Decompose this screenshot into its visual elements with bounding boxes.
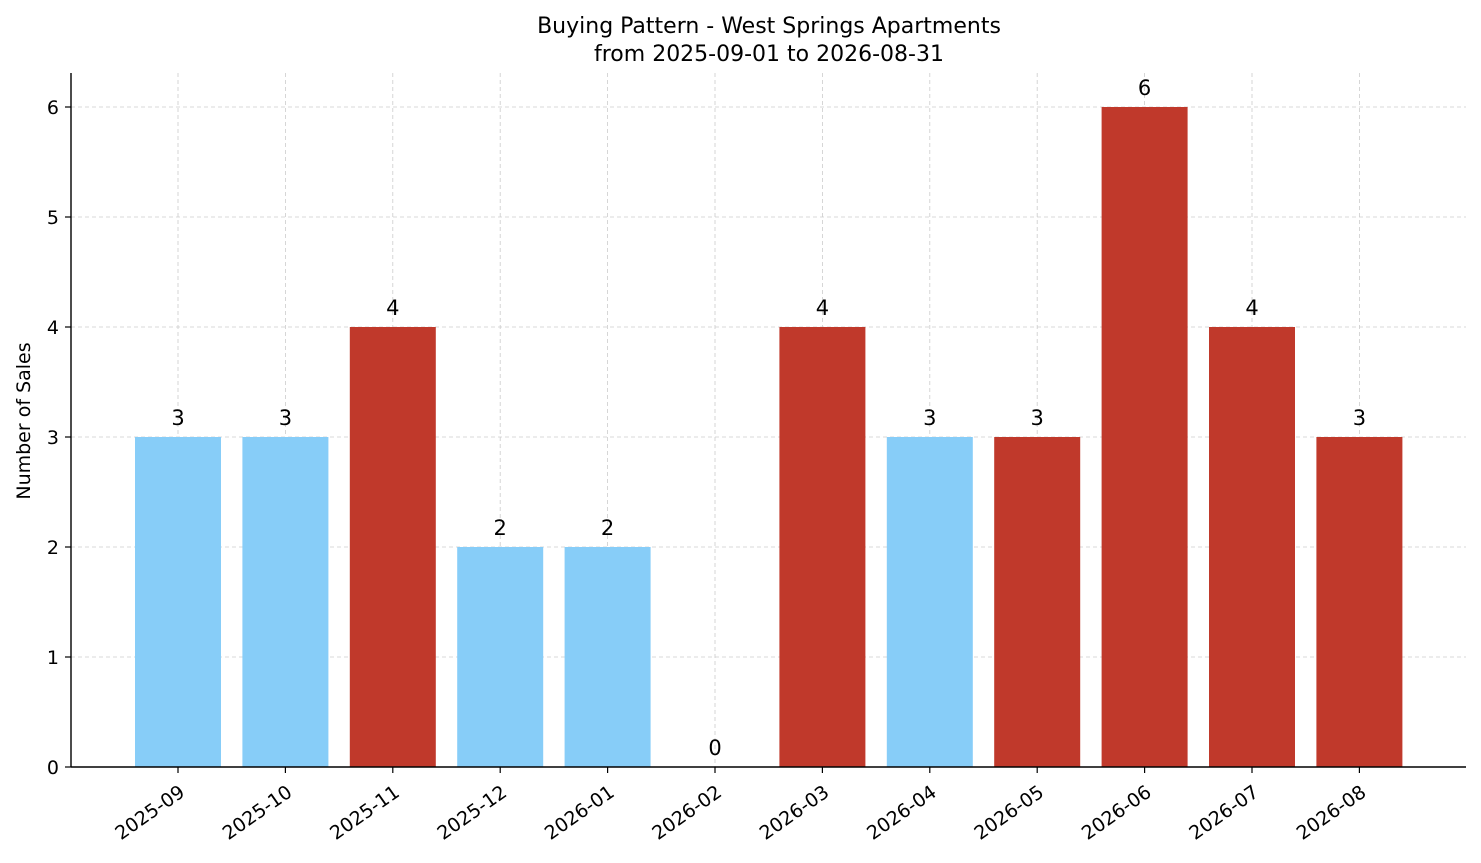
bar-2025-09 [135, 437, 221, 767]
axes [70, 73, 1466, 768]
bar-2026-06 [1101, 107, 1188, 767]
data-label: 3 [923, 406, 936, 430]
data-label: 3 [1353, 406, 1366, 430]
data-label: 4 [386, 296, 399, 320]
data-label: 2 [601, 516, 614, 540]
bar-2025-10 [242, 437, 329, 767]
bar-2026-04 [886, 437, 973, 767]
bar-2025-11 [349, 327, 436, 767]
x-tick-label: 2026-06 [1078, 781, 1156, 845]
y-ticks: 0 1 2 3 4 5 6 [47, 97, 71, 779]
x-tick-label: 2025-10 [219, 781, 297, 845]
x-tick-label: 2026-03 [756, 781, 834, 845]
x-tick-label: 2026-04 [863, 781, 941, 845]
y-tick-label: 4 [47, 317, 59, 339]
bar-2025-12 [457, 547, 544, 767]
data-labels: 3 3 4 2 2 0 4 3 3 6 4 3 [171, 76, 1366, 760]
x-tick-label: 2025-09 [111, 781, 189, 845]
y-tick-label: 6 [47, 97, 59, 119]
bar-2026-05 [994, 437, 1081, 767]
y-tick-label: 3 [47, 427, 59, 449]
bars [135, 107, 1403, 767]
x-tick-label: 2026-05 [970, 781, 1048, 845]
x-tick-label: 2025-11 [326, 781, 404, 845]
data-label: 3 [1031, 406, 1044, 430]
y-tick-label: 5 [47, 207, 59, 229]
bar-2026-07 [1209, 327, 1295, 767]
data-label: 3 [279, 406, 292, 430]
data-label: 4 [1245, 296, 1258, 320]
x-tick-label: 2026-08 [1293, 781, 1371, 845]
bar-2026-08 [1316, 437, 1403, 767]
data-label: 0 [708, 736, 721, 760]
bar-2026-03 [779, 327, 866, 767]
data-label: 2 [494, 516, 507, 540]
chart-subtitle: from 2025-09-01 to 2026-08-31 [594, 42, 944, 67]
y-tick-label: 2 [47, 537, 59, 559]
y-tick-label: 1 [47, 647, 59, 669]
bar-2026-01 [564, 547, 651, 767]
x-tick-label: 2026-07 [1185, 781, 1263, 845]
x-tick-label: 2025-12 [433, 781, 511, 845]
y-tick-label: 0 [47, 757, 59, 779]
data-label: 4 [816, 296, 829, 320]
chart-title: Buying Pattern - West Springs Apartments [537, 14, 1001, 39]
x-tick-label: 2026-01 [541, 781, 619, 845]
y-axis-label: Number of Sales [13, 342, 35, 499]
data-label: 3 [171, 406, 184, 430]
data-label: 6 [1138, 76, 1151, 100]
x-tick-label: 2026-02 [648, 781, 726, 845]
x-ticks: 2025-09 2025-10 2025-11 2025-12 2026-01 2026-… [111, 767, 1370, 845]
